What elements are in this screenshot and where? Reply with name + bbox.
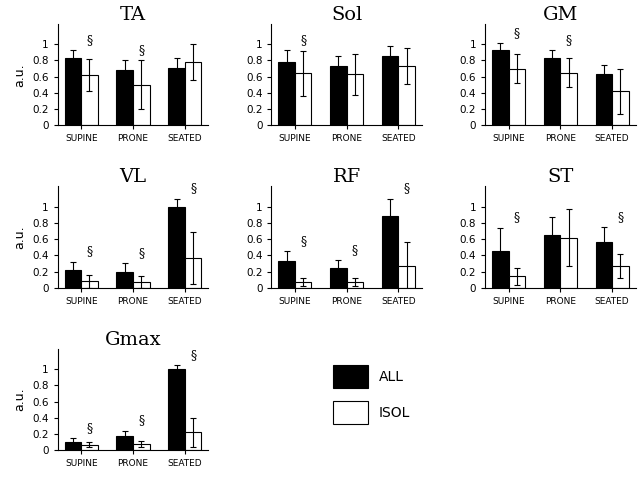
Y-axis label: a.u.: a.u. [13, 225, 27, 249]
Bar [133, 444, 150, 450]
Bar [544, 235, 560, 288]
Bar [65, 442, 81, 450]
Bar [382, 217, 399, 288]
Bar [81, 75, 98, 125]
Bar [185, 62, 202, 125]
Text: §: § [514, 212, 520, 225]
Bar [133, 85, 150, 125]
Bar [81, 445, 98, 450]
Bar [116, 272, 133, 288]
Bar [168, 369, 185, 450]
Text: §: § [190, 349, 196, 362]
Bar [596, 241, 612, 288]
Bar [492, 50, 508, 125]
Bar [185, 433, 202, 450]
Bar [116, 436, 133, 450]
Bar [278, 62, 295, 125]
Bar [65, 58, 81, 125]
Text: §: § [404, 182, 410, 195]
Y-axis label: a.u.: a.u. [13, 63, 27, 87]
Bar [399, 66, 415, 125]
Bar [65, 270, 81, 288]
Text: §: § [138, 44, 144, 57]
Text: §: § [87, 422, 92, 435]
Title: ST: ST [547, 168, 573, 186]
Bar [508, 68, 525, 125]
Bar [560, 73, 577, 125]
Text: §: § [618, 211, 623, 224]
Text: §: § [138, 414, 144, 428]
Bar [133, 282, 150, 288]
Bar [168, 206, 185, 288]
Bar [544, 58, 560, 125]
Bar [382, 56, 399, 125]
Bar [330, 66, 347, 125]
Text: §: § [300, 235, 306, 248]
Title: RF: RF [333, 168, 361, 186]
Bar [81, 281, 98, 288]
Text: §: § [300, 34, 306, 46]
Text: §: § [352, 244, 358, 257]
Legend: ALL, ISOL: ALL, ISOL [333, 365, 410, 424]
Text: §: § [87, 34, 92, 46]
Text: §: § [138, 247, 144, 260]
Bar [399, 266, 415, 288]
Bar [168, 68, 185, 125]
Text: §: § [87, 246, 92, 259]
Text: §: § [514, 27, 520, 40]
Title: TA: TA [120, 6, 146, 24]
Bar [560, 238, 577, 288]
Bar [278, 261, 295, 288]
Title: GM: GM [542, 6, 578, 24]
Bar [508, 276, 525, 288]
Bar [612, 91, 629, 125]
Bar [116, 70, 133, 125]
Bar [347, 282, 363, 288]
Bar [330, 268, 347, 288]
Text: §: § [566, 34, 571, 46]
Bar [596, 74, 612, 125]
Bar [295, 282, 311, 288]
Title: VL: VL [119, 168, 146, 186]
Bar [492, 251, 508, 288]
Text: §: § [190, 182, 196, 195]
Bar [347, 74, 363, 125]
Bar [612, 266, 629, 288]
Bar [295, 73, 311, 125]
Bar [185, 258, 202, 288]
Title: Gmax: Gmax [105, 331, 161, 349]
Title: Sol: Sol [331, 6, 362, 24]
Y-axis label: a.u.: a.u. [13, 388, 27, 411]
